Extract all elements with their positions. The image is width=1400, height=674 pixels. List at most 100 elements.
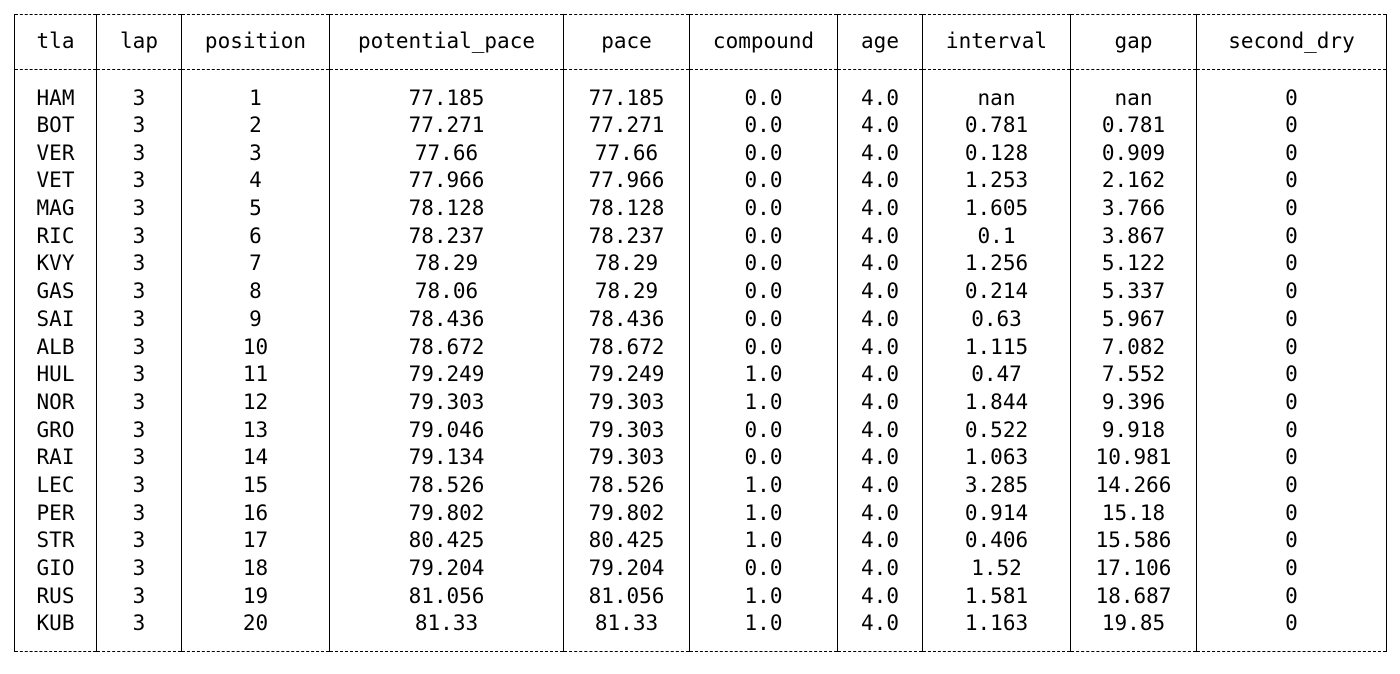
cell-second-dry: 0 bbox=[1196, 332, 1387, 361]
cell-lap: 3 bbox=[96, 526, 182, 555]
cell-age: 4.0 bbox=[837, 609, 923, 652]
ascii-table-output: tla lap position potential_pace pace com… bbox=[14, 0, 1388, 674]
cell-age: 4.0 bbox=[837, 388, 923, 416]
cell-interval: 1.52 bbox=[922, 554, 1071, 582]
cell-tla: KUB bbox=[14, 609, 97, 652]
cell-second-dry: 0 bbox=[1196, 554, 1387, 582]
cell-second-dry: 0 bbox=[1196, 138, 1387, 167]
cell-interval: 0.914 bbox=[922, 498, 1071, 527]
cell-lap: 3 bbox=[96, 111, 182, 139]
cell-second-dry: 0 bbox=[1196, 581, 1387, 610]
cell-age: 4.0 bbox=[837, 360, 923, 389]
cell-tla: GAS bbox=[14, 277, 97, 305]
table-row: PER 3 16 79.802 79.802 1.0 4.0 0.914 15.18 0 bbox=[14, 498, 1387, 527]
table-row: VET 3 4 77.966 77.966 0.0 4.0 1.253 2.162 0 bbox=[14, 166, 1387, 195]
cell-compound: 0.0 bbox=[689, 332, 838, 361]
lap-data-table: tla lap position potential_pace pace com… bbox=[14, 14, 1387, 652]
cell-compound: 0.0 bbox=[689, 166, 838, 195]
cell-interval: 0.1 bbox=[922, 221, 1071, 250]
cell-lap: 3 bbox=[96, 166, 182, 195]
cell-potential-pace: 78.436 bbox=[329, 305, 564, 333]
cell-pace: 78.29 bbox=[563, 249, 690, 278]
cell-interval: 0.47 bbox=[922, 360, 1071, 389]
cell-interval: 0.406 bbox=[922, 526, 1071, 555]
cell-position: 14 bbox=[181, 443, 330, 472]
cell-second-dry: 0 bbox=[1196, 360, 1387, 389]
cell-position: 2 bbox=[181, 111, 330, 139]
cell-compound: 1.0 bbox=[689, 581, 838, 610]
cell-gap: 15.586 bbox=[1070, 526, 1197, 555]
cell-pace: 79.303 bbox=[563, 443, 690, 472]
cell-lap: 3 bbox=[96, 332, 182, 361]
cell-age: 4.0 bbox=[837, 498, 923, 527]
cell-potential-pace: 78.526 bbox=[329, 471, 564, 499]
cell-gap: 0.781 bbox=[1070, 111, 1197, 139]
cell-gap: 0.909 bbox=[1070, 138, 1197, 167]
column-header-compound: compound bbox=[689, 14, 838, 70]
table-row: RAI 3 14 79.134 79.303 0.0 4.0 1.063 10.981 0 bbox=[14, 443, 1387, 472]
cell-potential-pace: 78.237 bbox=[329, 221, 564, 250]
table-row: SAI 3 9 78.436 78.436 0.0 4.0 0.63 5.967 0 bbox=[14, 305, 1387, 333]
cell-age: 4.0 bbox=[837, 554, 923, 582]
cell-interval: 3.285 bbox=[922, 471, 1071, 499]
column-header-interval: interval bbox=[922, 14, 1071, 70]
cell-gap: 7.552 bbox=[1070, 360, 1197, 389]
cell-pace: 79.249 bbox=[563, 360, 690, 389]
cell-compound: 1.0 bbox=[689, 388, 838, 416]
cell-lap: 3 bbox=[96, 277, 182, 305]
cell-gap: 10.981 bbox=[1070, 443, 1197, 472]
cell-second-dry: 0 bbox=[1196, 277, 1387, 305]
column-header-age: age bbox=[837, 14, 923, 70]
cell-tla: HUL bbox=[14, 360, 97, 389]
cell-second-dry: 0 bbox=[1196, 166, 1387, 195]
header-row: tla lap position potential_pace pace com… bbox=[14, 14, 1387, 70]
cell-second-dry: 0 bbox=[1196, 249, 1387, 278]
cell-age: 4.0 bbox=[837, 277, 923, 305]
cell-age: 4.0 bbox=[837, 443, 923, 472]
cell-interval: 1.581 bbox=[922, 581, 1071, 610]
column-header-potential-pace: potential_pace bbox=[329, 14, 564, 70]
cell-position: 9 bbox=[181, 305, 330, 333]
cell-position: 13 bbox=[181, 415, 330, 444]
cell-age: 4.0 bbox=[837, 415, 923, 444]
cell-compound: 0.0 bbox=[689, 194, 838, 222]
cell-second-dry: 0 bbox=[1196, 471, 1387, 499]
cell-age: 4.0 bbox=[837, 221, 923, 250]
cell-interval: 0.214 bbox=[922, 277, 1071, 305]
cell-position: 11 bbox=[181, 360, 330, 389]
cell-potential-pace: 80.425 bbox=[329, 526, 564, 555]
cell-age: 4.0 bbox=[837, 526, 923, 555]
cell-pace: 77.271 bbox=[563, 111, 690, 139]
column-header-second-dry: second_dry bbox=[1196, 14, 1387, 70]
table-row: KVY 3 7 78.29 78.29 0.0 4.0 1.256 5.122 0 bbox=[14, 249, 1387, 278]
cell-tla: RAI bbox=[14, 443, 97, 472]
cell-pace: 78.128 bbox=[563, 194, 690, 222]
cell-potential-pace: 81.33 bbox=[329, 609, 564, 652]
cell-gap: 17.106 bbox=[1070, 554, 1197, 582]
cell-second-dry: 0 bbox=[1196, 526, 1387, 555]
column-header-lap: lap bbox=[96, 14, 182, 70]
cell-lap: 3 bbox=[96, 194, 182, 222]
cell-pace: 78.526 bbox=[563, 471, 690, 499]
cell-lap: 3 bbox=[96, 360, 182, 389]
cell-gap: 5.122 bbox=[1070, 249, 1197, 278]
cell-pace: 79.204 bbox=[563, 554, 690, 582]
cell-interval: 1.163 bbox=[922, 609, 1071, 652]
cell-gap: 5.337 bbox=[1070, 277, 1197, 305]
table-row: RUS 3 19 81.056 81.056 1.0 4.0 1.581 18.687 0 bbox=[14, 581, 1387, 610]
cell-gap: 3.867 bbox=[1070, 221, 1197, 250]
column-header-position: position bbox=[181, 14, 330, 70]
cell-position: 12 bbox=[181, 388, 330, 416]
cell-pace: 78.29 bbox=[563, 277, 690, 305]
cell-position: 8 bbox=[181, 277, 330, 305]
cell-pace: 81.33 bbox=[563, 609, 690, 652]
cell-lap: 3 bbox=[96, 249, 182, 278]
cell-position: 20 bbox=[181, 609, 330, 652]
cell-lap: 3 bbox=[96, 443, 182, 472]
table-row: NOR 3 12 79.303 79.303 1.0 4.0 1.844 9.396 0 bbox=[14, 388, 1387, 416]
cell-age: 4.0 bbox=[837, 581, 923, 610]
cell-lap: 3 bbox=[96, 138, 182, 167]
cell-interval: 0.63 bbox=[922, 305, 1071, 333]
table-row: BOT 3 2 77.271 77.271 0.0 4.0 0.781 0.781 0 bbox=[14, 111, 1387, 139]
table-row: LEC 3 15 78.526 78.526 1.0 4.0 3.285 14.266 0 bbox=[14, 471, 1387, 499]
